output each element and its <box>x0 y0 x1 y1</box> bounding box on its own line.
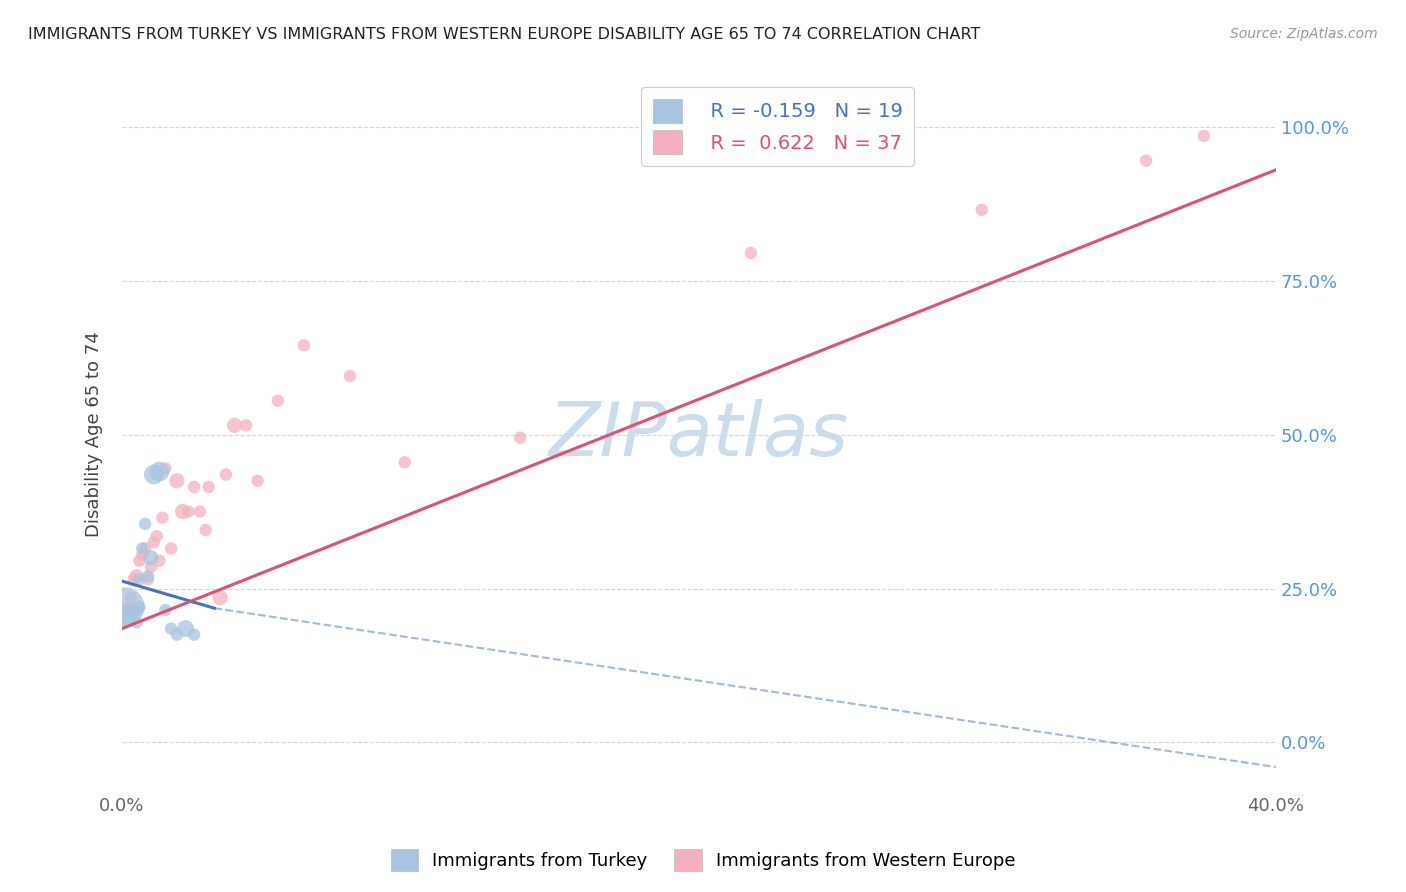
Point <box>136 572 159 586</box>
Point <box>152 510 174 524</box>
Point <box>394 455 416 469</box>
Point <box>224 418 246 433</box>
Point <box>215 467 238 482</box>
Point <box>120 591 142 605</box>
Point <box>134 541 156 556</box>
Point <box>172 504 194 518</box>
Point <box>125 603 148 617</box>
Point <box>148 465 170 479</box>
Legend:   R = -0.159   N = 19,   R =  0.622   N = 37: R = -0.159 N = 19, R = 0.622 N = 37 <box>641 87 914 166</box>
Text: IMMIGRANTS FROM TURKEY VS IMMIGRANTS FROM WESTERN EUROPE DISABILITY AGE 65 TO 74: IMMIGRANTS FROM TURKEY VS IMMIGRANTS FRO… <box>28 27 980 42</box>
Point <box>1192 128 1215 143</box>
Point <box>145 529 167 543</box>
Point <box>125 569 148 583</box>
Point <box>136 569 159 583</box>
Point <box>166 474 188 488</box>
Point <box>1135 153 1157 168</box>
Point <box>188 504 211 518</box>
Point <box>142 467 165 482</box>
Point <box>114 603 136 617</box>
Point <box>246 474 269 488</box>
Point <box>122 572 145 586</box>
Text: ZIPatlas: ZIPatlas <box>548 399 849 471</box>
Point <box>339 369 361 384</box>
Point <box>122 603 145 617</box>
Point <box>177 504 200 518</box>
Point <box>134 516 156 531</box>
Point <box>114 599 136 614</box>
Point <box>128 554 150 568</box>
Point <box>235 418 257 433</box>
Point <box>267 393 290 408</box>
Y-axis label: Disability Age 65 to 74: Disability Age 65 to 74 <box>86 332 103 538</box>
Point <box>139 560 162 574</box>
Point <box>117 603 139 617</box>
Point <box>160 622 183 636</box>
Point <box>174 622 197 636</box>
Point <box>209 591 232 605</box>
Point <box>194 523 217 537</box>
Point <box>292 338 315 352</box>
Point <box>117 612 139 626</box>
Legend: Immigrants from Turkey, Immigrants from Western Europe: Immigrants from Turkey, Immigrants from … <box>384 842 1022 879</box>
Point <box>160 541 183 556</box>
Point <box>125 615 148 630</box>
Point <box>166 628 188 642</box>
Point <box>155 461 177 475</box>
Point <box>128 572 150 586</box>
Point <box>148 554 170 568</box>
Point <box>131 541 153 556</box>
Text: Source: ZipAtlas.com: Source: ZipAtlas.com <box>1230 27 1378 41</box>
Point <box>142 535 165 549</box>
Point <box>197 480 219 494</box>
Point <box>128 599 150 614</box>
Point <box>509 431 531 445</box>
Point <box>183 480 205 494</box>
Point <box>183 628 205 642</box>
Point <box>740 246 762 260</box>
Point <box>120 603 142 617</box>
Point <box>970 202 993 217</box>
Point <box>155 603 177 617</box>
Point <box>139 550 162 565</box>
Point <box>131 548 153 562</box>
